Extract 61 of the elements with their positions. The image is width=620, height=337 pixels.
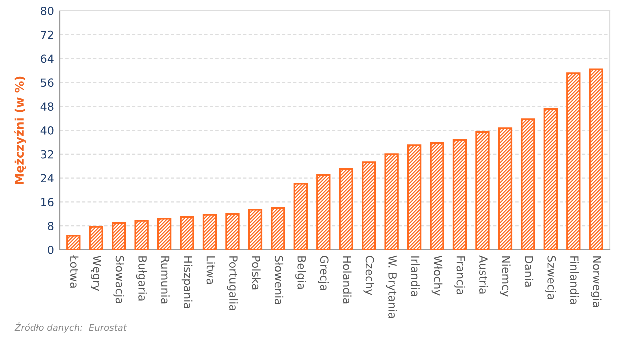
x-tick-label: Węgry — [90, 256, 102, 292]
bar — [362, 162, 376, 250]
x-tick-label: Niemcy — [500, 256, 511, 297]
x-tick-label: Szwecja — [546, 256, 556, 300]
x-tick-label: Francja — [454, 256, 466, 295]
bar — [566, 72, 581, 250]
x-tick-label: Czechy — [364, 256, 374, 296]
bar — [180, 216, 194, 250]
y-axis-title: Mężczyźni (w %) — [14, 76, 26, 184]
x-tick-label: Finlandia — [570, 256, 580, 304]
x-tick-label: Hiszpania — [182, 256, 193, 308]
y-tick-label: 8 — [48, 222, 54, 230]
bar — [544, 108, 558, 250]
x-tick-label: Belgia — [296, 256, 306, 290]
x-tick-label: Słowenia — [274, 256, 284, 304]
bar — [89, 226, 104, 250]
x-tick-label: Norwegia — [590, 256, 602, 308]
x-tick-label: Irlandia — [411, 256, 420, 296]
bar — [452, 140, 468, 250]
bar — [112, 222, 126, 250]
y-tick-label: 80 — [41, 6, 54, 16]
bar — [498, 128, 513, 250]
x-tick-label: Litwa — [206, 256, 216, 284]
bar — [407, 144, 422, 250]
bar — [521, 118, 536, 250]
bar — [476, 131, 490, 250]
y-tick-label: 56 — [41, 78, 54, 88]
x-tick-label: Słowacja — [114, 256, 124, 304]
bar — [339, 168, 354, 250]
x-tick-label: Bułgaria — [136, 256, 148, 301]
x-tick-label: Polska — [252, 256, 261, 290]
x-tick-label: Portugalia — [227, 256, 238, 310]
y-tick-label: 16 — [42, 198, 54, 207]
x-tick-label: Austria — [480, 256, 488, 294]
x-tick-label: W. Brytania — [386, 256, 398, 318]
bar — [248, 209, 263, 250]
x-tick-label: Łotwa — [70, 255, 79, 288]
y-tick-label: 48 — [40, 102, 54, 111]
bar — [294, 183, 308, 250]
x-tick-label: Rumunia — [161, 256, 170, 304]
y-tick-label: 72 — [41, 30, 54, 40]
y-tick-label: 32 — [41, 150, 54, 159]
y-tick-label: 24 — [41, 174, 54, 183]
text: Źródło danych: Eurostat — [14, 322, 128, 333]
x-tick-label: Dania — [524, 256, 534, 287]
x-tick-label: Grecja — [318, 256, 330, 290]
bar — [589, 68, 604, 250]
bar — [271, 207, 286, 250]
y-tick-label: 64 — [41, 54, 54, 64]
bar — [134, 220, 149, 250]
bar — [226, 213, 240, 250]
bar — [384, 154, 399, 250]
y-tick-label: 40 — [40, 126, 54, 135]
bar — [157, 218, 172, 250]
x-tick-label: Holandia — [343, 256, 352, 304]
y-tick-label: 0 — [48, 246, 54, 254]
bar — [66, 235, 81, 250]
x-tick-label: Włochy — [432, 256, 443, 296]
bar — [430, 142, 444, 250]
bar — [316, 174, 331, 250]
bar — [202, 214, 218, 250]
